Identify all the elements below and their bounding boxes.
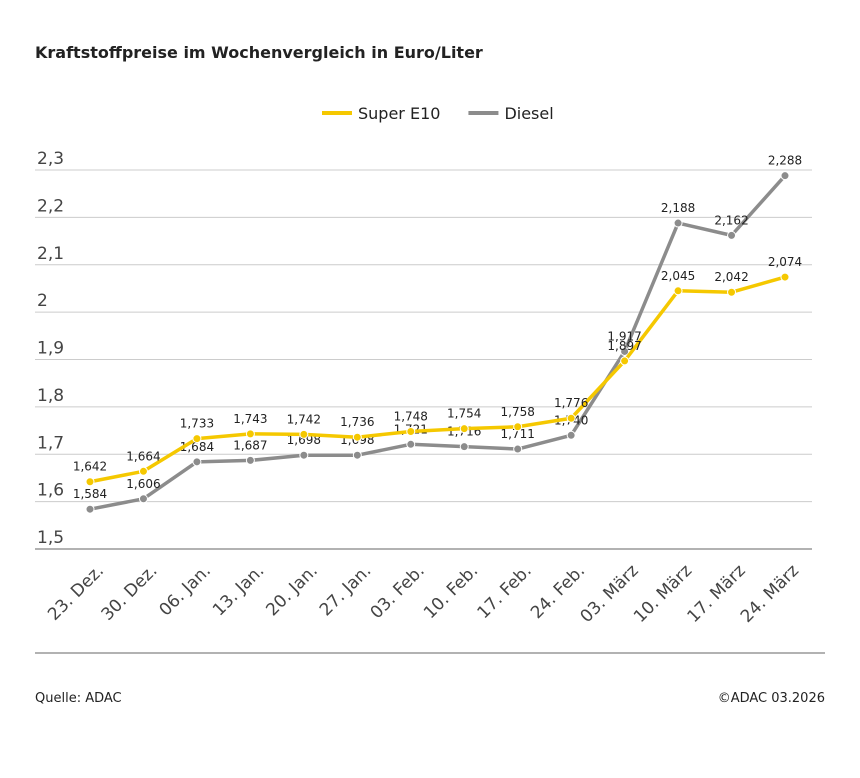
point [245,429,255,439]
y-tick-label: 2,2 [37,196,64,216]
point [85,504,95,514]
point [406,427,416,437]
point [245,455,255,465]
point [673,286,683,296]
value-label: 1,687 [233,438,267,452]
value-label: 1,776 [554,396,588,410]
value-label: 2,162 [714,213,748,227]
point [620,346,630,356]
point [85,477,95,487]
value-label: 2,188 [661,201,695,215]
value-label: 2,045 [661,269,695,283]
value-label: 2,288 [768,154,802,168]
value-label: 1,733 [180,417,214,431]
x-tick-label: 17. Feb. [474,561,536,623]
point [673,218,683,228]
value-label: 1,642 [73,460,107,474]
legend-label: Super E10 [358,104,440,123]
value-label: 1,917 [607,329,641,343]
x-tick-label: 03. Feb. [367,561,429,623]
point [138,466,148,476]
point [459,442,469,452]
x-tick-label: 24. März [737,561,803,627]
value-label: 1,584 [73,487,107,501]
value-label: 1,743 [233,412,267,426]
value-label: 1,754 [447,407,481,421]
y-tick-label: 1,7 [37,433,64,453]
point [727,287,737,297]
point [406,439,416,449]
point [566,413,576,423]
point [513,422,523,432]
point [352,432,362,442]
x-tick-label: 20. Jan. [262,561,321,620]
x-tick-label: 30. Dez. [98,561,162,625]
value-label: 2,074 [768,255,802,269]
x-tick-label: 03. März [577,561,643,627]
legend-label: Diesel [504,104,553,123]
value-label: 1,606 [126,477,160,491]
point [780,272,790,282]
value-label: 1,736 [340,415,374,429]
source: Quelle: ADAC [35,691,122,706]
value-label: 1,742 [287,412,321,426]
point [192,434,202,444]
copyright: ©ADAC 03.2026 [718,691,825,706]
value-label: 1,711 [501,427,535,441]
y-tick-label: 1,9 [37,339,64,359]
x-tick-label: 27. Jan. [316,561,375,620]
chart-title: Kraftstoffpreise im Wochenvergleich in E… [35,43,483,62]
x-tick-label: 13. Jan. [209,561,268,620]
value-label: 1,758 [501,405,535,419]
series-line [89,275,786,484]
y-tick-label: 1,6 [37,481,64,501]
value-label: 2,042 [714,270,748,284]
value-label: 1,664 [126,449,160,463]
point [780,171,790,181]
point [727,230,737,240]
x-tick-label: 17. März [683,561,749,627]
x-tick-label: 10. März [630,561,696,627]
point [513,444,523,454]
point [138,494,148,504]
y-tick-label: 2,1 [37,244,64,264]
x-tick-label: 23. Dez. [44,561,108,625]
x-tick-label: 10. Feb. [420,561,482,623]
point [459,424,469,434]
y-tick-label: 2,3 [37,149,64,169]
series-line [89,174,787,511]
y-tick-label: 1,8 [37,386,64,406]
point [352,450,362,460]
value-label: 1,748 [394,410,428,424]
point [620,356,630,366]
point [192,457,202,467]
y-tick-label: 2 [37,291,48,311]
value-label: 1,897 [607,339,641,353]
point [299,450,309,460]
point [299,429,309,439]
value-label: 1,698 [287,433,321,447]
x-tick-label: 06. Jan. [156,561,215,620]
y-tick-label: 1,5 [37,528,64,548]
point [566,430,576,440]
